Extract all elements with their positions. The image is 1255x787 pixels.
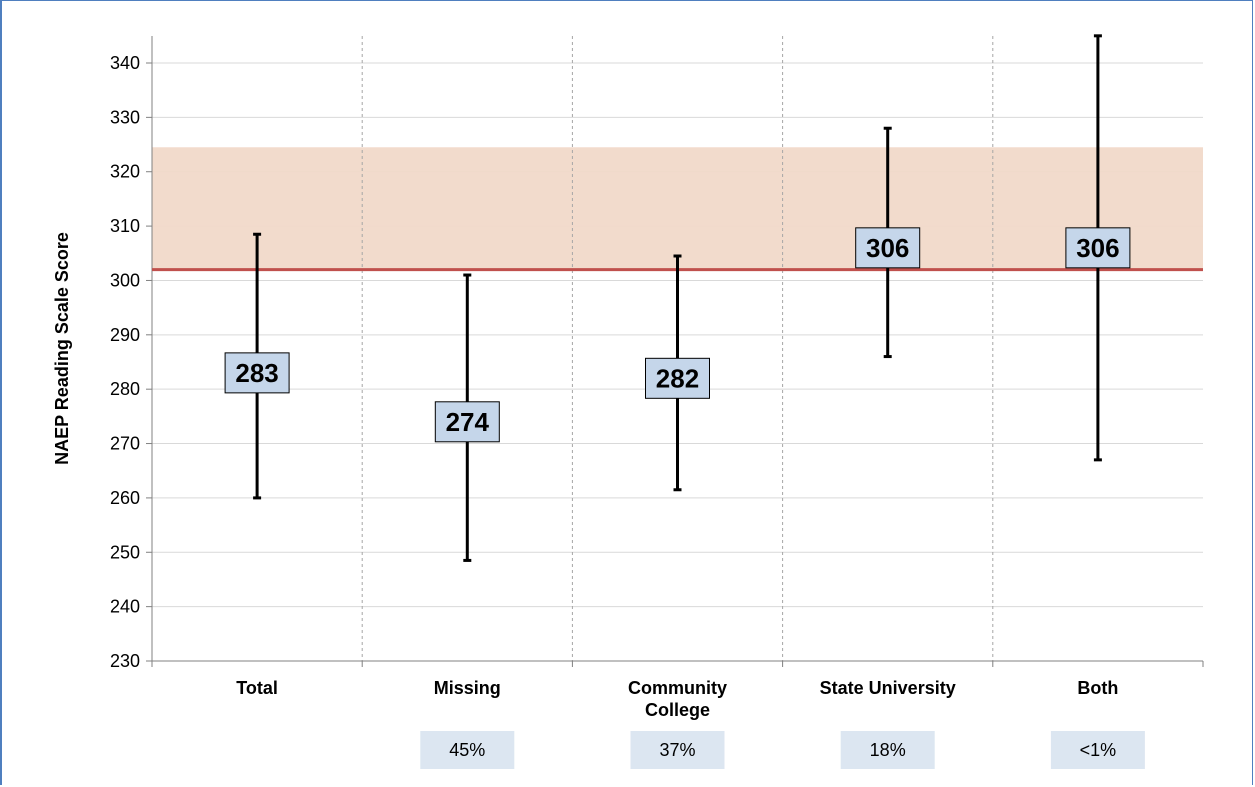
value-label-box: [855, 227, 921, 269]
y-tick-label: 290: [110, 325, 140, 345]
share-label: 37%: [659, 740, 695, 760]
value-label: 274: [446, 407, 490, 437]
y-tick-label: 270: [110, 434, 140, 454]
value-label-box: [434, 401, 500, 443]
category-label: College: [645, 700, 710, 720]
share-box: [840, 731, 935, 769]
category-label: State University: [820, 678, 956, 698]
y-tick-label: 230: [110, 651, 140, 671]
share-box: [630, 731, 725, 769]
share-box: [1050, 731, 1145, 769]
category-label: Both: [1077, 678, 1118, 698]
share-box: [420, 731, 515, 769]
value-label: 306: [866, 233, 909, 263]
y-tick-label: 320: [110, 162, 140, 182]
y-tick-label: 300: [110, 270, 140, 290]
y-tick-label: 240: [110, 597, 140, 617]
share-label: 45%: [449, 740, 485, 760]
share-label: <1%: [1080, 740, 1117, 760]
y-axis-title: NAEP Reading Scale Score: [52, 232, 72, 465]
value-label: 283: [235, 358, 278, 388]
category-label: Community: [628, 678, 727, 698]
value-label-box: [224, 352, 290, 394]
y-tick-label: 340: [110, 53, 140, 73]
y-tick-label: 260: [110, 488, 140, 508]
value-label-box: [1065, 227, 1131, 269]
y-tick-label: 280: [110, 379, 140, 399]
value-label-box: [645, 357, 710, 399]
y-tick-label: 330: [110, 107, 140, 127]
y-tick-label: 250: [110, 542, 140, 562]
category-label: Missing: [434, 678, 501, 698]
share-label: 18%: [870, 740, 906, 760]
value-label: 306: [1076, 233, 1119, 263]
reference-band: [152, 147, 1203, 270]
value-label: 282: [656, 363, 699, 393]
y-tick-label: 310: [110, 216, 140, 236]
category-label: Total: [236, 678, 278, 698]
